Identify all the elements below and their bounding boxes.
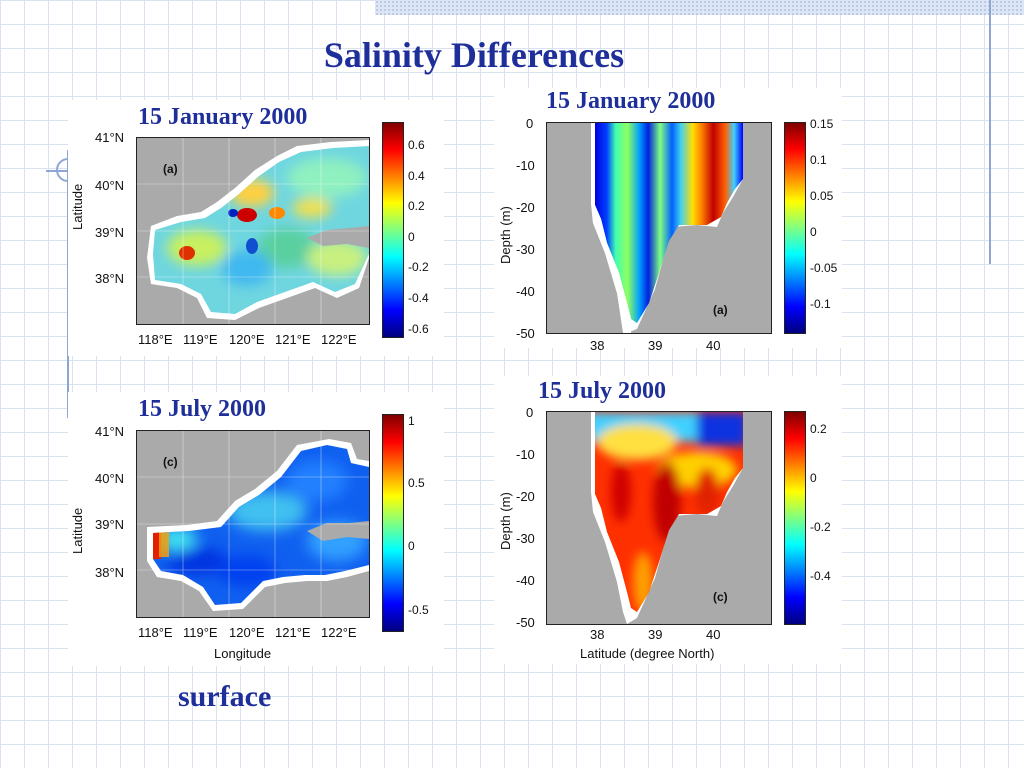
- jul-section-xtick-40: 40: [706, 627, 721, 642]
- jul-surface-xtick-118: 118°E: [138, 625, 173, 640]
- jul-surface-map-svg: [137, 431, 369, 617]
- jan-section-cb-tick-0: 0: [810, 225, 817, 239]
- jan-surface-ytick-41: 41°N: [95, 130, 125, 145]
- jan-surface-map-svg: [137, 138, 369, 324]
- jul-surface-colorbar: [382, 414, 404, 632]
- jul-section-xtick-39: 39: [648, 627, 663, 642]
- jan-surface-y-axis-label: Latitude: [70, 183, 85, 230]
- jan-surface-peninsula: [307, 226, 369, 248]
- jan-section-ytick-m10: -10: [516, 158, 535, 173]
- header-pattern-band: [375, 0, 1024, 15]
- jul-surface-peninsula: [307, 521, 369, 541]
- jan-section-cb-tick-0.1: 0.1: [810, 153, 827, 167]
- jul-surface-panel: 15 July 2000 Latitude 41°N 40°N 39°N 38°…: [68, 392, 444, 666]
- jul-section-xtick-38: 38: [590, 627, 605, 642]
- jan-section-cb-tick-0.05: 0.05: [810, 189, 834, 203]
- jul-surface-sub-label: (c): [163, 455, 178, 469]
- jan-section-date: 15 January 2000: [546, 88, 716, 114]
- jan-surface-sub-label: (a): [163, 162, 178, 176]
- jan-surface-ytick-40: 40°N: [95, 178, 125, 193]
- jan-surface-cb-tick-m0.4: -0.4: [408, 291, 429, 305]
- jan-section-ytick-m20: -20: [516, 200, 535, 215]
- surface-label: surface: [178, 680, 272, 713]
- jan-surface-cb-tick-m0.2: -0.2: [408, 260, 429, 274]
- jan-surface-cb-tick-0.4: 0.4: [408, 169, 425, 183]
- jan-surface-cb-tick-0: 0: [408, 230, 415, 244]
- jan-section-cb-tick-0.15: 0.15: [810, 117, 834, 131]
- jul-section-plot-svg: [591, 412, 743, 624]
- jan-surface-ytick-38: 38°N: [95, 271, 125, 286]
- jan-section-ytick-0: 0: [526, 116, 534, 131]
- jul-section-y-axis-label: Depth (m): [498, 492, 513, 550]
- jan-section-y-axis-label: Depth (m): [498, 206, 513, 264]
- jan-section-panel: 15 January 2000 Depth (m) 0 -10 -20 -30 …: [494, 88, 842, 353]
- jul-surface-ytick-39: 39°N: [95, 517, 125, 532]
- jul-surface-cb-tick-m0.5: -0.5: [408, 603, 429, 617]
- jan-section-xtick-39: 39: [648, 338, 663, 353]
- jul-section-cb-tick-m0.2: -0.2: [810, 520, 831, 534]
- jan-surface-xtick-119: 119°E: [183, 332, 218, 347]
- jul-surface-ytick-38: 38°N: [95, 565, 125, 580]
- jul-section-colorbar: [784, 411, 806, 625]
- jul-surface-xtick-120: 120°E: [229, 625, 265, 640]
- jan-surface-cb-tick-m0.6: -0.6: [408, 322, 429, 336]
- jul-section-ytick-m50: -50: [516, 615, 535, 630]
- jul-section-cb-tick-m0.4: -0.4: [810, 569, 831, 583]
- jan-surface-panel: 15 January 2000 Latitude 41°N 40°N 39°N …: [68, 100, 444, 356]
- jan-section-colorbar: [784, 122, 806, 334]
- jul-section-ytick-0: 0: [526, 405, 534, 420]
- jul-surface-ytick-40: 40°N: [95, 471, 125, 486]
- jan-section-coast-left: [591, 123, 631, 333]
- jan-surface-xtick-121: 121°E: [275, 332, 311, 347]
- jan-section-ytick-m50: -50: [516, 326, 535, 341]
- jul-section-sub-label: (c): [713, 590, 728, 604]
- jul-section-date: 15 July 2000: [538, 378, 667, 404]
- jul-surface-xtick-122: 122°E: [321, 625, 357, 640]
- jan-section-sub-label: (a): [713, 303, 728, 317]
- jan-section-field: [595, 123, 743, 323]
- jul-surface-date: 15 July 2000: [138, 396, 267, 422]
- jan-section-xtick-40: 40: [706, 338, 721, 353]
- slide-title: Salinity Differences: [323, 35, 625, 75]
- jul-section-ytick-m20: -20: [516, 489, 535, 504]
- jul-surface-y-axis-label: Latitude: [70, 507, 85, 554]
- right-decor-line: [989, 0, 991, 264]
- jul-surface-cb-tick-0: 0: [408, 539, 415, 553]
- jan-section-plot: (a): [546, 122, 772, 334]
- jul-surface-x-axis-label: Longitude: [214, 646, 272, 661]
- jan-surface-map: (a): [136, 137, 370, 325]
- jan-surface-ytick-39: 39°N: [95, 225, 125, 240]
- jan-section-xtick-38: 38: [590, 338, 605, 353]
- jul-surface-ytick-41: 41°N: [95, 424, 125, 439]
- jul-section-cb-tick-0.2: 0.2: [810, 422, 827, 436]
- jul-section-x-axis-label: Latitude (degree North): [580, 646, 715, 661]
- jul-section-panel: 15 July 2000 Depth (m) 0 -10 -20 -30 -40…: [494, 376, 842, 664]
- jul-section-ytick-m40: -40: [516, 573, 535, 588]
- jul-section-ytick-m30: -30: [516, 531, 535, 546]
- jan-surface-colorbar: [382, 122, 404, 338]
- jul-section-plot: (c): [546, 411, 772, 625]
- jul-surface-xtick-119: 119°E: [183, 625, 218, 640]
- jul-section-cb-tick-0: 0: [810, 471, 817, 485]
- jan-section-ytick-m40: -40: [516, 284, 535, 299]
- jan-surface-cb-tick-0.6: 0.6: [408, 138, 425, 152]
- jan-section-ytick-m30: -30: [516, 242, 535, 257]
- jul-surface-map: (c): [136, 430, 370, 618]
- jan-surface-xtick-120: 120°E: [229, 332, 265, 347]
- jan-section-cb-tick-m0.1: -0.1: [810, 297, 831, 311]
- jul-surface-cb-tick-1: 1: [408, 414, 415, 428]
- jan-surface-xtick-122: 122°E: [321, 332, 357, 347]
- jan-surface-cb-tick-0.2: 0.2: [408, 199, 425, 213]
- jan-section-cb-tick-m0.05: -0.05: [810, 261, 838, 275]
- jan-surface-xtick-118: 118°E: [138, 332, 173, 347]
- jul-section-ytick-m10: -10: [516, 447, 535, 462]
- jan-section-plot-svg: [591, 123, 743, 333]
- jul-surface-cb-tick-0.5: 0.5: [408, 476, 425, 490]
- jan-surface-date: 15 January 2000: [138, 104, 308, 130]
- jul-surface-xtick-121: 121°E: [275, 625, 311, 640]
